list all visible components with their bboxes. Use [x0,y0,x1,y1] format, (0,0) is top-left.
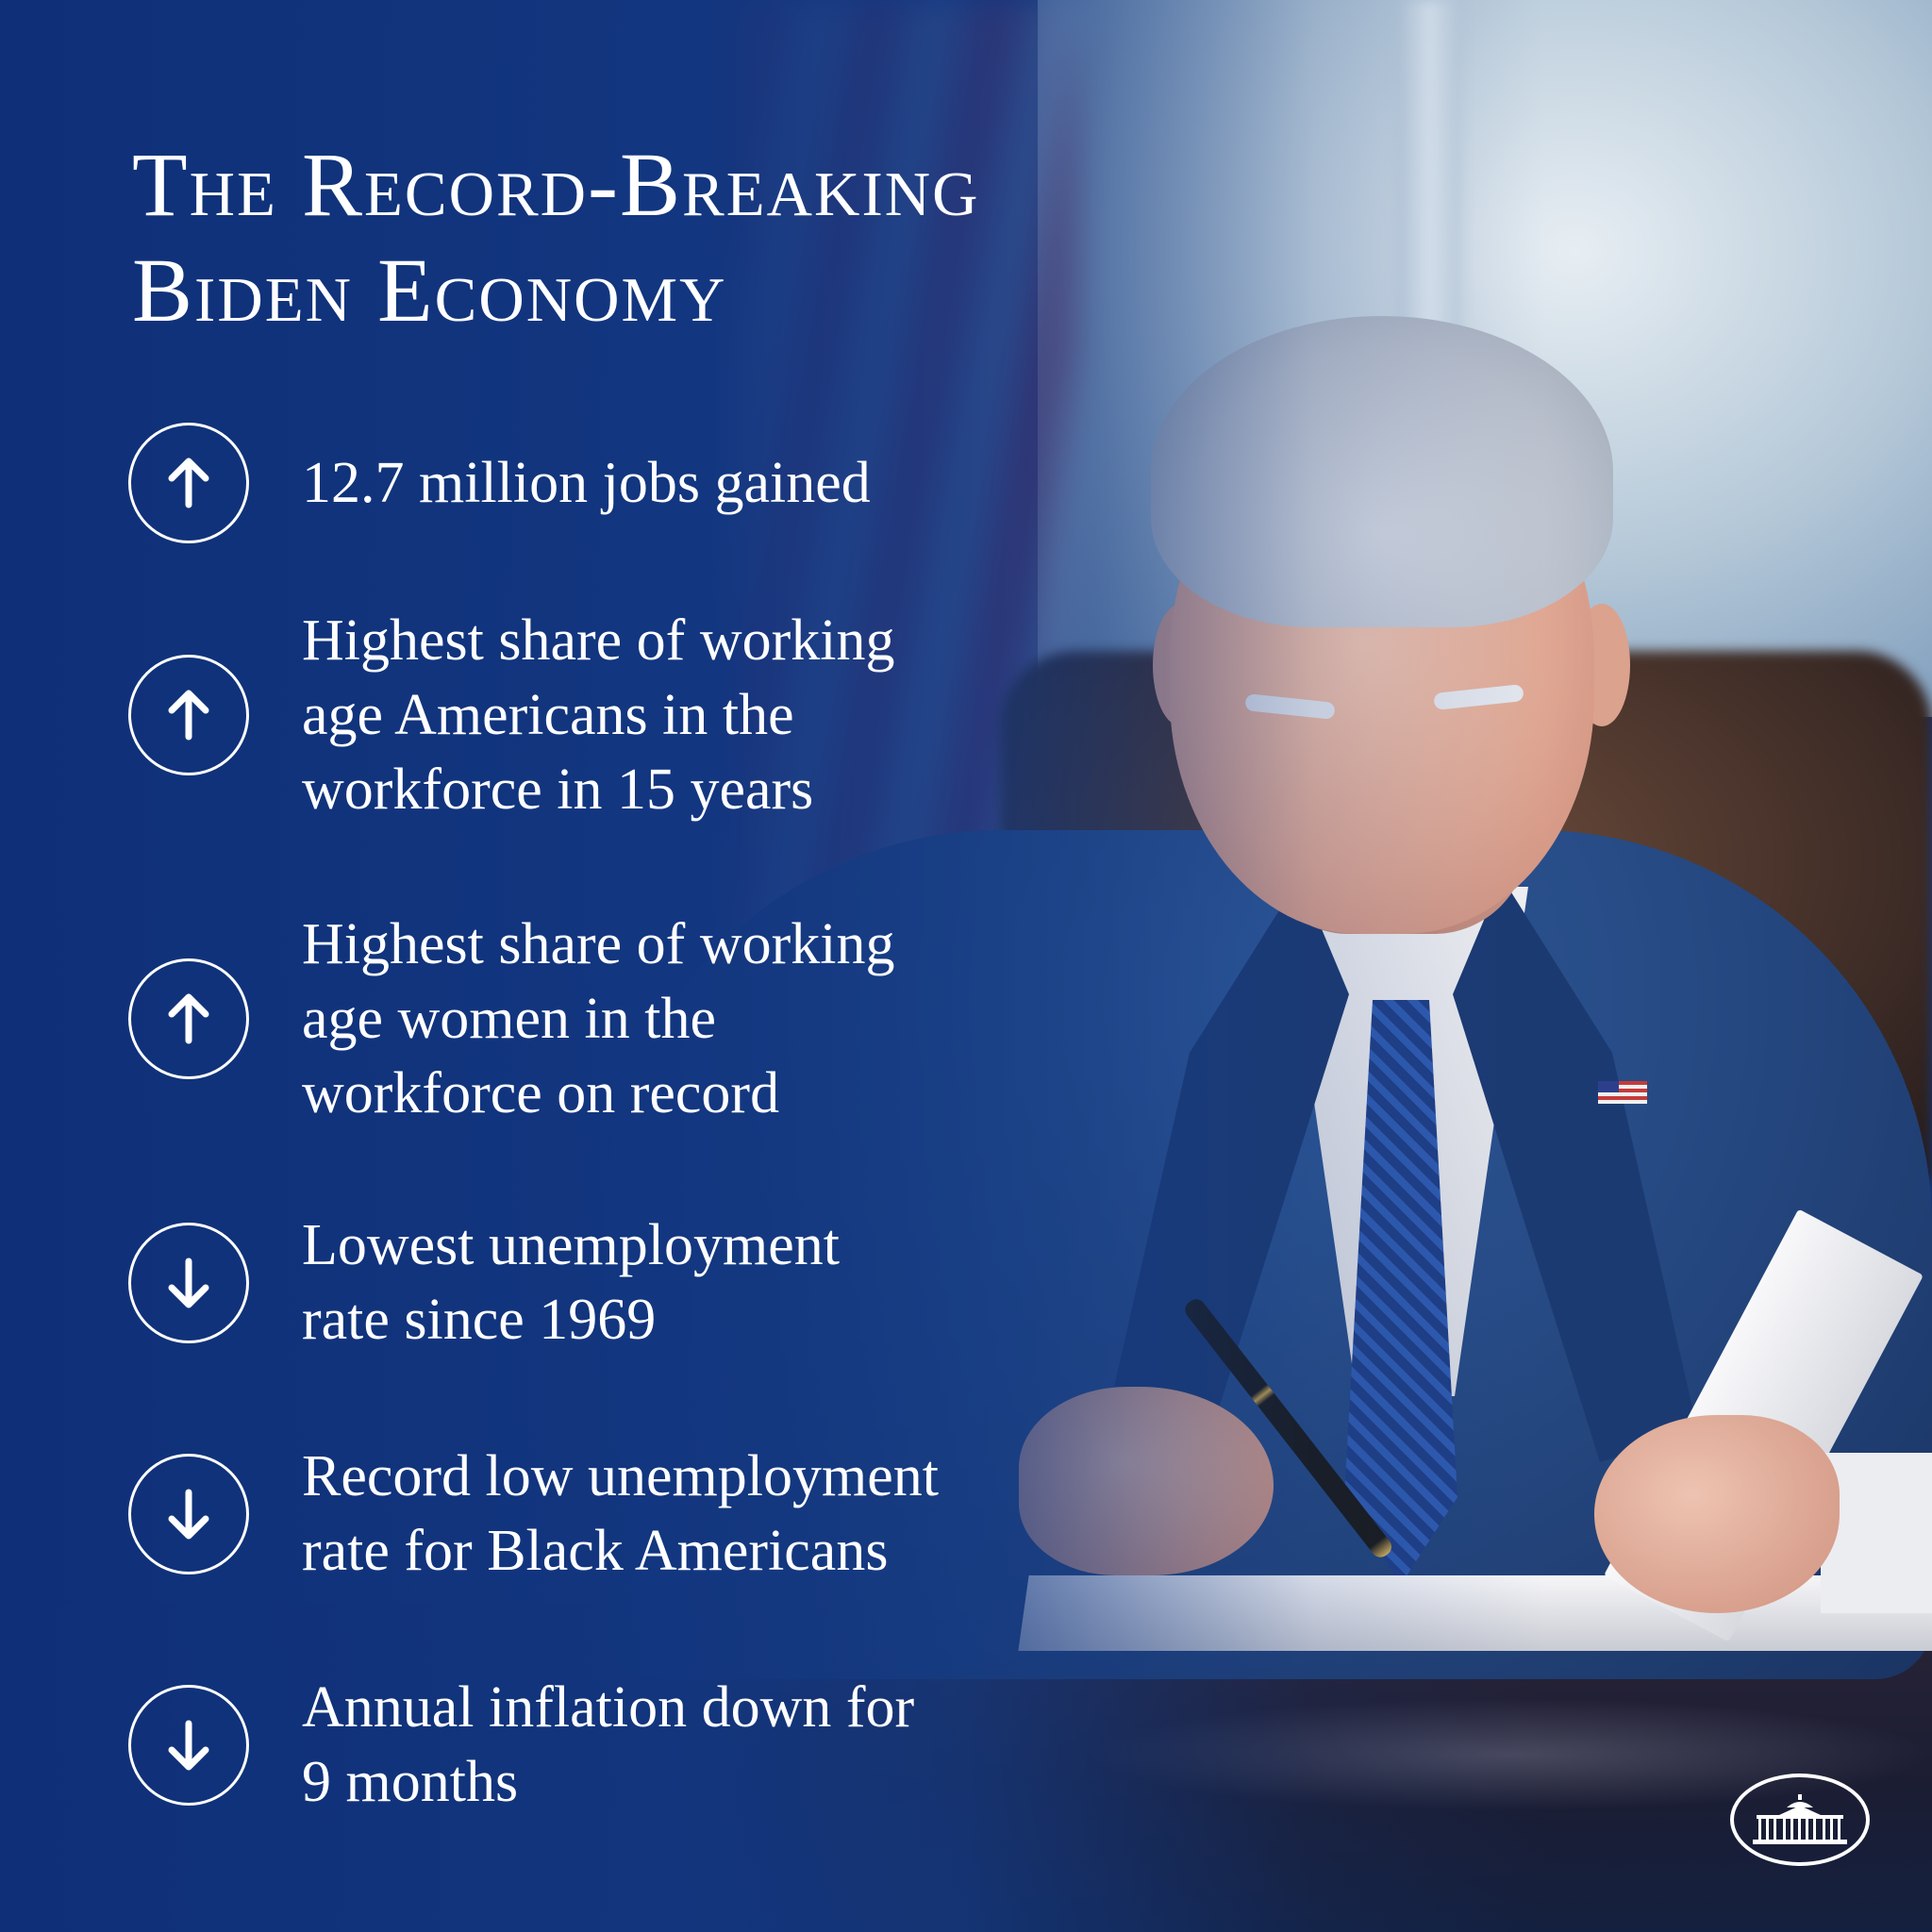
stat-line: Annual inflation down for [302,1675,915,1740]
stat-text: Highest share of working age women in th… [302,908,894,1131]
stat-line: workforce in 15 years [302,757,814,822]
stat-black-americans-unemployment: Record low unemployment rate for Black A… [128,1429,1213,1599]
stat-line: 12.7 million jobs gained [302,450,871,515]
stat-line: workforce on record [302,1060,780,1125]
arrow-down-icon [128,1685,249,1806]
stat-line: Record low unemployment [302,1444,939,1508]
stat-line: Lowest unemployment [302,1213,840,1277]
stat-working-age-women: Highest share of working age women in th… [128,912,1213,1125]
arrow-up-icon [128,958,249,1079]
stat-lowest-unemployment: Lowest unemployment rate since 1969 [128,1198,1213,1368]
stat-working-age-americans: Highest share of working age Americans i… [128,608,1213,822]
arrow-down-icon [128,1223,249,1343]
stat-text: Record low unemployment rate for Black A… [302,1440,939,1589]
stat-text: Lowest unemployment rate since 1969 [302,1208,840,1357]
stat-line: age women in the [302,986,717,1051]
title-line-2: Biden Economy [132,240,727,341]
stat-text: 12.7 million jobs gained [302,446,871,521]
arrow-up-icon [128,423,249,543]
stat-inflation-down: Annual inflation down for 9 months [128,1660,1213,1830]
stat-jobs-gained: 12.7 million jobs gained [128,398,1213,568]
stat-line: rate for Black Americans [302,1519,889,1583]
stat-text: Annual inflation down for 9 months [302,1671,914,1820]
stat-line: Highest share of working [302,911,895,976]
page-title: The Record-Breaking Biden Economy [132,132,980,343]
stat-line: age Americans in the [302,682,794,747]
white-house-logo-icon [1730,1774,1870,1866]
arrow-up-icon [128,655,249,775]
stat-line: Highest share of working [302,608,895,673]
white-house-building-icon [1753,1794,1847,1844]
stat-line: rate since 1969 [302,1288,657,1352]
arrow-down-icon [128,1454,249,1574]
title-line-1: The Record-Breaking [132,134,980,235]
stat-line: 9 months [302,1750,519,1814]
stat-text: Highest share of working age Americans i… [302,604,894,827]
